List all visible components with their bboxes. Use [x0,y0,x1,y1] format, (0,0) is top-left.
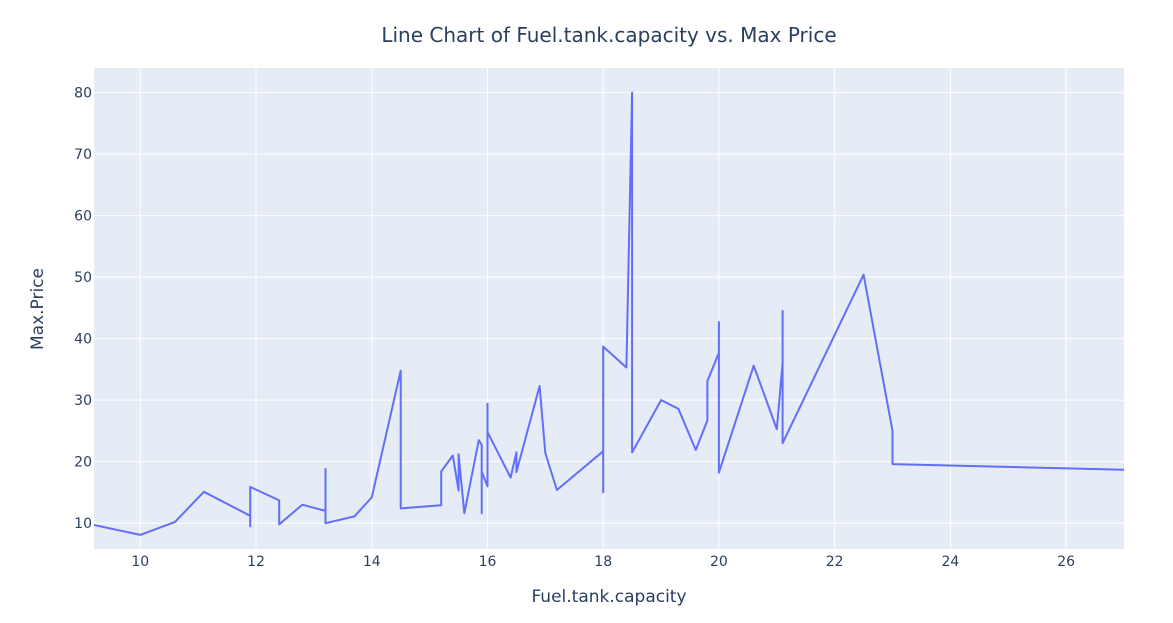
data-point [486,403,488,405]
data-point [718,321,720,323]
data-point [544,452,546,454]
data-point [278,523,280,525]
data-point [753,365,755,367]
x-tick-label: 18 [594,554,612,570]
data-point [174,521,176,523]
data-point [249,515,251,517]
y-tick-label: 10 [74,516,92,532]
y-tick-label: 50 [74,270,92,286]
data-point [892,430,894,432]
data-point [625,367,627,369]
x-tick-labels: 10 12 14 16 18 20 22 24 26 [131,554,1075,570]
data-point [782,442,784,444]
data-point [782,362,784,364]
data-point [706,380,708,382]
data-point [400,507,402,509]
data-point [324,522,326,524]
chart-title: Line Chart of Fuel.tank.capacity vs. Max… [381,23,836,47]
data-point [631,451,633,453]
data-point [718,472,720,474]
y-tick-label: 60 [74,209,92,225]
x-gridlines [139,68,1067,549]
data-point [371,496,373,498]
data-point [486,485,488,487]
data-point [203,491,205,493]
y-axis-title: Max.Price [28,268,48,350]
data-point [324,510,326,512]
data-point [478,439,480,441]
data-point [677,408,679,410]
data-point [486,431,488,433]
data-point [631,215,633,217]
plot-area [94,68,1124,549]
data-point [249,525,251,527]
data-point [718,352,720,354]
data-point [660,399,662,401]
data-point [400,370,402,372]
data-point [695,449,697,451]
y-tick-label: 40 [74,332,92,348]
data-point [353,515,355,517]
data-point [249,486,251,488]
data-point [776,428,778,430]
data-point [1123,469,1125,471]
data-point [440,504,442,506]
series-line [93,91,1125,536]
data-point [324,468,326,470]
data-point [706,419,708,421]
data-point [278,499,280,501]
data-point [602,346,604,348]
y-tick-label: 80 [74,86,92,102]
x-tick-label: 14 [363,554,381,570]
data-point [139,534,141,536]
data-point [481,470,483,472]
data-point [463,512,465,514]
x-tick-label: 16 [479,554,497,570]
data-point [602,450,604,452]
data-point [440,470,442,472]
data-point [556,489,558,491]
data-point [515,451,517,453]
data-point [602,491,604,493]
x-tick-label: 10 [131,554,149,570]
x-axis-title: Fuel.tank.capacity [531,587,686,607]
y-tick-label: 20 [74,455,92,471]
data-point [515,471,517,473]
x-tick-label: 24 [941,554,959,570]
x-tick-label: 26 [1057,554,1075,570]
y-tick-label: 70 [74,147,92,163]
series-layer [93,91,1125,536]
x-tick-label: 20 [710,554,728,570]
data-point [782,310,784,312]
y-tick-label: 30 [74,393,92,409]
data-point [458,490,460,492]
x-tick-label: 22 [826,554,844,570]
data-point [452,455,454,457]
data-point [481,512,483,514]
data-point [863,274,865,276]
y-gridlines [94,92,1124,524]
data-point [458,453,460,455]
x-tick-label: 12 [247,554,265,570]
y-tick-labels: 10 20 30 40 50 60 70 80 [74,86,92,533]
data-point [301,504,303,506]
data-point [539,385,541,387]
data-point [631,92,633,94]
data-point [93,524,95,526]
data-point [892,463,894,465]
data-point [510,477,512,479]
data-point [481,444,483,446]
